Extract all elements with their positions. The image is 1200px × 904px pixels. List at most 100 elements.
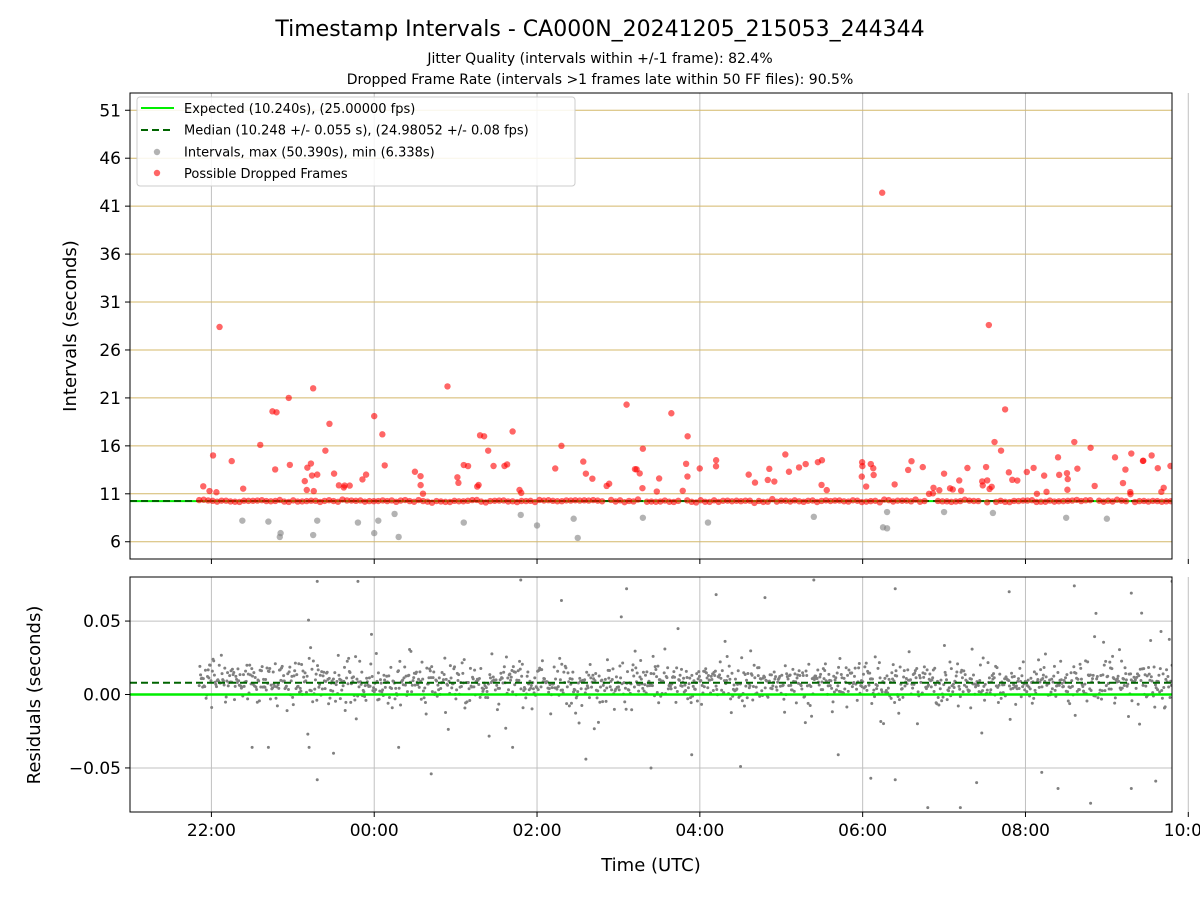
dropped-frame-point <box>771 478 777 484</box>
residual-point <box>482 688 485 691</box>
residual-point <box>952 683 955 686</box>
dropped-frame-point <box>639 485 645 491</box>
residual-point <box>251 746 254 749</box>
residual-point <box>307 619 310 622</box>
residual-point <box>337 654 340 657</box>
residual-point <box>930 685 933 688</box>
residual-point <box>597 721 600 724</box>
residual-point <box>435 679 438 682</box>
residual-point <box>1070 679 1073 682</box>
residual-point <box>210 706 213 709</box>
legend-dropped-label: Possible Dropped Frames <box>184 167 348 182</box>
residual-point <box>710 678 713 681</box>
residual-point <box>643 683 646 686</box>
residual-point <box>809 704 812 707</box>
residual-point <box>682 677 685 680</box>
residual-point <box>231 668 234 671</box>
dropped-frame-point <box>818 482 824 488</box>
residual-point <box>690 753 693 756</box>
residual-point <box>770 673 773 676</box>
residual-point <box>625 708 628 711</box>
residual-point <box>524 688 527 691</box>
residual-point <box>596 689 599 692</box>
residual-point <box>858 662 861 665</box>
residual-point <box>1094 612 1097 615</box>
x-tick-label: 08:00 <box>1001 821 1050 841</box>
residual-point <box>639 659 642 662</box>
residual-point <box>220 654 223 657</box>
residual-point <box>270 684 273 687</box>
dropped-frame-point <box>1087 445 1093 451</box>
residual-point <box>479 667 482 670</box>
dropped-frame-point <box>1177 472 1183 478</box>
residual-point <box>764 686 767 689</box>
residual-point <box>1117 675 1120 678</box>
residual-point <box>882 722 885 725</box>
residual-point <box>892 663 895 666</box>
dropped-frame-point <box>1006 469 1012 475</box>
residual-point <box>587 674 590 677</box>
residual-point <box>531 707 534 710</box>
residual-point <box>223 684 226 687</box>
residual-point <box>431 690 434 693</box>
residual-point <box>277 687 280 690</box>
residual-point <box>436 684 439 687</box>
residual-point <box>1156 688 1159 691</box>
residual-point <box>519 578 522 581</box>
residual-point <box>355 678 358 681</box>
residual-point <box>654 668 657 671</box>
dropped-frame-point <box>930 485 936 491</box>
residual-point <box>397 669 400 672</box>
residual-point <box>319 674 322 677</box>
residual-point <box>327 702 330 705</box>
residual-point <box>486 690 489 693</box>
residual-point <box>751 674 754 677</box>
residual-point <box>937 696 940 699</box>
residual-point <box>272 670 275 673</box>
residual-point <box>833 691 836 694</box>
residual-point <box>630 708 633 711</box>
interval-point <box>277 530 283 536</box>
residual-point <box>593 727 596 730</box>
dropped-frame-point <box>936 487 942 493</box>
residual-point <box>1180 702 1183 705</box>
residual-point <box>540 685 543 688</box>
residual-point <box>324 687 327 690</box>
residual-point <box>246 697 249 700</box>
residual-point <box>371 675 374 678</box>
residual-point <box>496 708 499 711</box>
residual-point <box>369 662 372 665</box>
interval-point <box>310 532 316 538</box>
residual-point <box>584 758 587 761</box>
interval-point <box>265 518 271 524</box>
residual-point <box>347 657 350 660</box>
residual-point <box>1100 698 1103 701</box>
residual-point <box>288 670 291 673</box>
residual-point <box>950 667 953 670</box>
dropped-frame-point <box>1043 489 1049 495</box>
residual-point <box>1182 686 1185 689</box>
residual-point <box>1092 674 1095 677</box>
residual-point <box>317 668 320 671</box>
dropped-frame-point <box>713 457 719 463</box>
residual-point <box>589 663 592 666</box>
dropped-frame-point <box>863 483 869 489</box>
dropped-frame-point <box>1074 465 1080 471</box>
residual-point <box>686 676 689 679</box>
residual-point <box>239 673 242 676</box>
residual-point <box>379 678 382 681</box>
residual-point <box>252 671 255 674</box>
dropped-frame-point <box>752 479 758 485</box>
residual-point <box>342 684 345 687</box>
residual-point <box>332 752 335 755</box>
residual-point <box>447 728 450 731</box>
residual-point <box>663 648 666 651</box>
residual-point <box>255 688 258 691</box>
residual-point <box>275 697 278 700</box>
residual-point <box>1166 675 1169 678</box>
intervals-y-tick-label: 11 <box>99 485 121 505</box>
residual-point <box>1022 660 1025 663</box>
dropped-frame-point <box>765 477 771 483</box>
residual-point <box>328 697 331 700</box>
residual-point <box>818 683 821 686</box>
